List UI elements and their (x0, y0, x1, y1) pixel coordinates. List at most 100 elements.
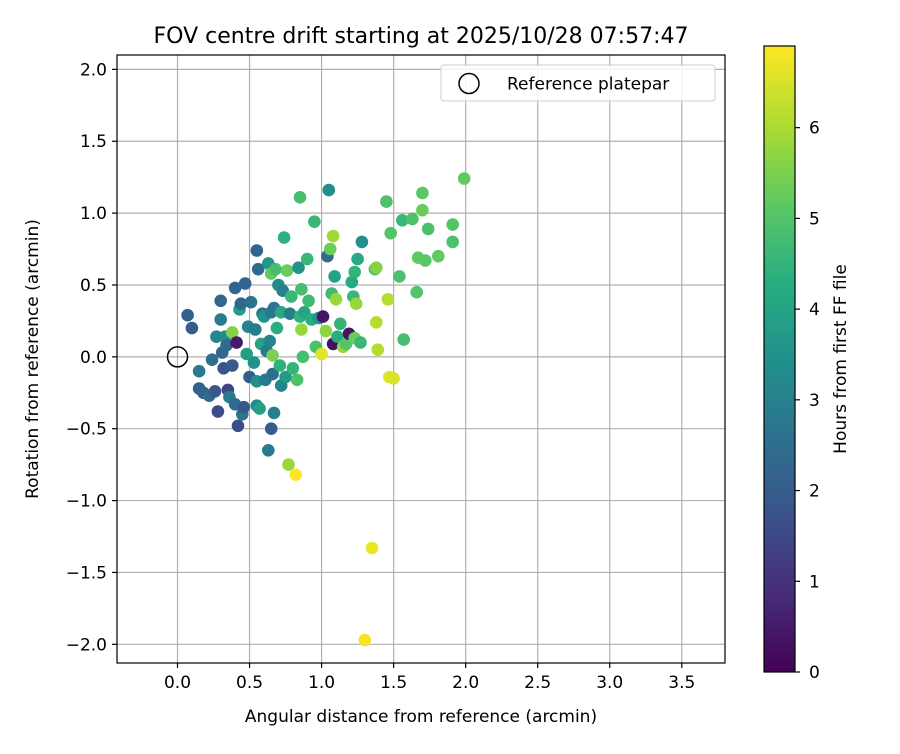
data-point (302, 294, 315, 308)
data-point (358, 633, 372, 647)
data-point (234, 297, 248, 311)
colorbar-tick-label: 5 (809, 209, 820, 229)
data-point (214, 294, 227, 308)
plot-frame (116, 54, 726, 664)
data-point (250, 244, 264, 257)
colorbar-gradient (763, 45, 796, 673)
data-point (247, 356, 261, 369)
data-point (326, 229, 340, 243)
data-point (349, 297, 363, 311)
data-point (192, 364, 206, 378)
data-point (296, 350, 310, 364)
ticks-layer: 0.0 0.5 1.0 1.5 2.0 2.5 3.0 3.5 2.0 1.5 1.0 0.5 0.0 −… (66, 60, 696, 693)
data-point (270, 321, 284, 335)
data-point (432, 249, 445, 263)
data-point (266, 349, 279, 362)
data-point (266, 367, 279, 381)
colorbar-tick-label: 6 (809, 119, 820, 139)
data-point (249, 323, 262, 336)
x-axis-label: Angular distance from reference (arcmin) (245, 707, 597, 727)
y-tick-label: 0.0 (80, 348, 107, 368)
data-point (348, 265, 362, 279)
data-point (237, 400, 251, 414)
data-point (410, 285, 424, 299)
data-point (387, 372, 400, 385)
data-point (397, 333, 411, 346)
data-point (226, 359, 239, 372)
data-point (295, 283, 308, 296)
data-point (285, 290, 298, 303)
data-point (371, 343, 385, 357)
x-tick-label: 2.0 (452, 673, 479, 693)
x-tick-label: 2.5 (524, 673, 551, 693)
data-point (315, 347, 328, 361)
y-tick-label: −1.5 (66, 563, 107, 583)
colorbar-ticks: 0 1 2 3 4 5 6 (795, 119, 820, 683)
data-point (323, 242, 337, 256)
data-point (319, 324, 333, 338)
data-point (370, 316, 383, 329)
data-point (214, 313, 227, 326)
data-point (280, 264, 294, 277)
legend-marker-reference (458, 72, 480, 95)
x-tick-label: 3.0 (596, 673, 623, 693)
data-point (381, 293, 395, 306)
y-tick-label: 0.5 (80, 276, 107, 296)
x-tick-label: 3.5 (668, 673, 695, 693)
data-point (263, 334, 277, 348)
grid-layer (117, 55, 725, 663)
data-point (334, 317, 347, 331)
data-point (267, 406, 281, 420)
data-point (273, 359, 287, 372)
data-point (308, 215, 321, 228)
data-point (185, 321, 199, 335)
data-point (269, 262, 282, 276)
data-point (238, 277, 252, 290)
y-tick-label: −0.5 (66, 420, 107, 440)
data-point (322, 183, 336, 197)
data-point (208, 385, 222, 398)
data-point (251, 262, 265, 276)
data-point (230, 336, 243, 349)
data-point (205, 353, 219, 367)
data-point (316, 310, 330, 323)
data-point (300, 252, 314, 266)
data-point (355, 235, 369, 249)
data-point (226, 326, 239, 339)
legend-label: Reference platepar (507, 75, 669, 95)
points-layer (166, 172, 471, 647)
data-point (393, 270, 406, 283)
x-tick-label: 1.0 (308, 673, 335, 693)
y-tick-label: 1.0 (80, 204, 107, 224)
data-point (416, 186, 429, 200)
data-point (354, 336, 367, 349)
data-point (406, 212, 419, 226)
data-point (446, 235, 460, 249)
colorbar-tick-label: 2 (809, 482, 820, 502)
data-point (292, 261, 305, 275)
data-point (380, 195, 393, 208)
data-point (290, 373, 304, 387)
data-point (329, 293, 343, 306)
chart-title: FOV centre drift starting at 2025/10/28 … (154, 24, 689, 49)
reference-platepar-marker (166, 346, 189, 368)
data-point (345, 275, 359, 289)
y-tick-label: 1.5 (80, 132, 107, 152)
data-point (181, 308, 194, 322)
colorbar-tick-label: 3 (809, 391, 820, 411)
colorbar: 0 1 2 3 4 5 6 Hours from first FF file (763, 45, 851, 683)
x-tick-label: 0.0 (164, 673, 191, 693)
data-point (262, 444, 275, 457)
colorbar-tick-label: 0 (809, 663, 820, 683)
data-point (331, 330, 344, 344)
data-point (295, 323, 308, 336)
data-point (282, 458, 295, 471)
data-point (446, 218, 460, 231)
data-point (396, 214, 409, 227)
y-axis-label: Rotation from reference (arcmin) (23, 219, 43, 499)
data-point (286, 362, 300, 375)
y-tick-label: 2.0 (80, 60, 107, 80)
data-point (277, 231, 291, 244)
data-point (264, 422, 278, 436)
data-point (419, 254, 432, 267)
